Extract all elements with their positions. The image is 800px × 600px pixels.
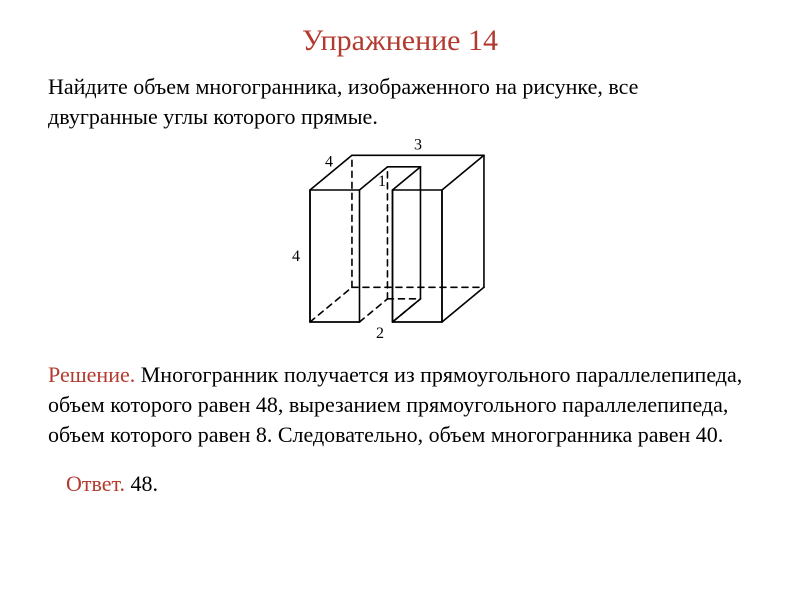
svg-text:4: 4 bbox=[325, 154, 333, 171]
answer-block: Ответ. 48. bbox=[48, 471, 752, 497]
svg-text:4: 4 bbox=[292, 248, 300, 265]
figure: 3 4 1 4 2 bbox=[48, 137, 752, 352]
solution-block: Решение. Многогранник получается из прям… bbox=[48, 360, 752, 449]
solution-label: Решение. bbox=[48, 362, 135, 387]
answer-value: 48. bbox=[125, 471, 158, 496]
answer-label: Ответ. bbox=[66, 471, 125, 496]
svg-text:3: 3 bbox=[414, 137, 422, 153]
svg-text:1: 1 bbox=[378, 173, 386, 190]
svg-text:2: 2 bbox=[376, 325, 384, 342]
problem-text: Найдите объем многогранника, изображенно… bbox=[48, 72, 752, 131]
solution-text: Многогранник получается из прямоугольног… bbox=[48, 362, 742, 446]
exercise-title: Упражнение 14 bbox=[48, 24, 752, 58]
